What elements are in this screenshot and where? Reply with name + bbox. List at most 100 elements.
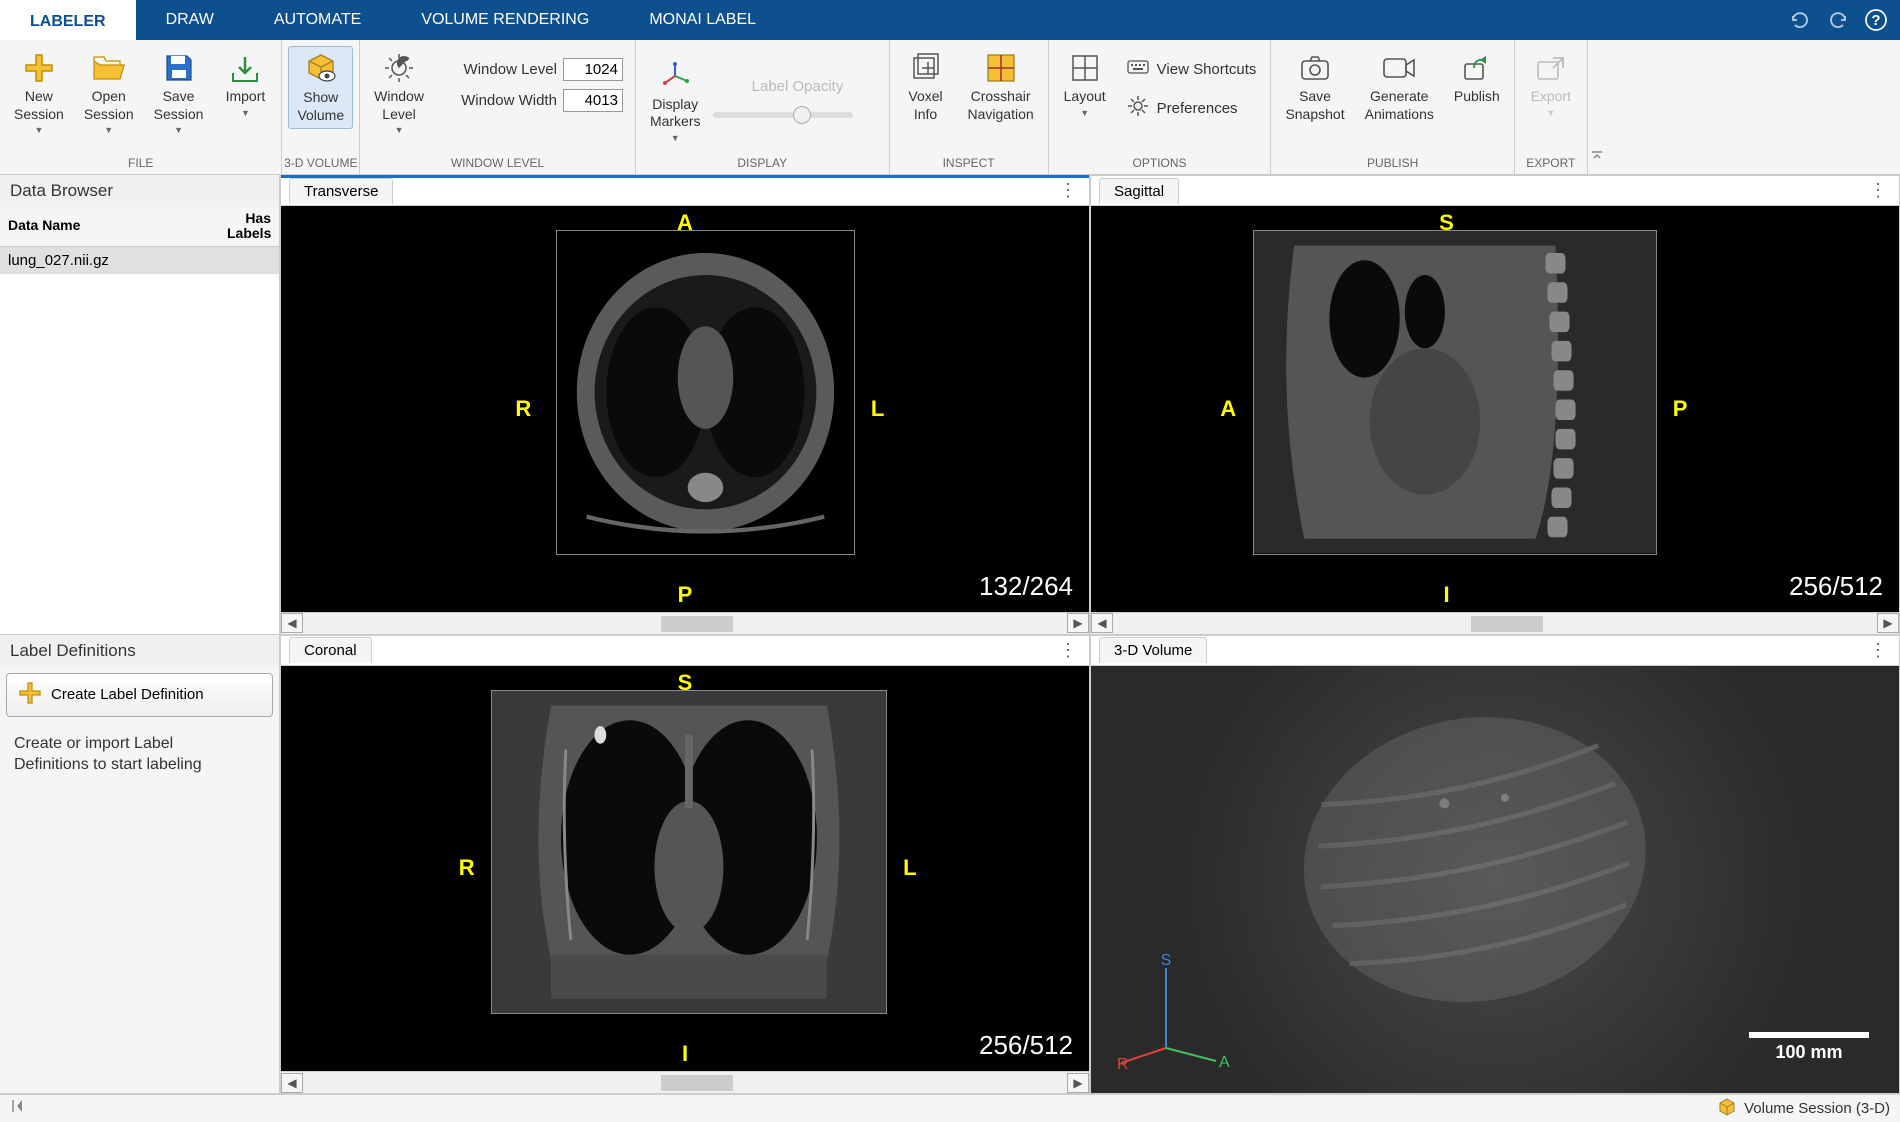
ribbon-group-label: DISPLAY [636, 154, 889, 174]
svg-text:?: ? [1871, 12, 1880, 29]
ribbon-group-label: FILE [0, 154, 281, 174]
ribbon-group-inspect: Voxel Info Crosshair Navigation INSPECT [890, 40, 1049, 174]
col-data-name: Data Name [0, 207, 219, 246]
viewer-tab-3d-volume[interactable]: 3-D Volume [1099, 637, 1207, 663]
help-icon[interactable]: ? [1862, 6, 1890, 34]
ribbon-group-label: WINDOW LEVEL [360, 154, 635, 174]
scroll-right-button[interactable]: ▶ [1877, 613, 1899, 633]
chevron-down-icon: ▼ [1546, 108, 1555, 118]
layout-icon [1070, 50, 1100, 86]
cube-icon [1718, 1098, 1736, 1120]
publish-button[interactable]: Publish [1446, 46, 1508, 110]
save-session-button[interactable]: Save Session ▼ [146, 46, 212, 139]
scroll-right-button[interactable]: ▶ [1067, 613, 1089, 633]
crosshair-icon [985, 50, 1017, 86]
tab-volume-rendering[interactable]: VOLUME RENDERING [391, 0, 619, 40]
viewer-body-coronal[interactable]: S I R L 256/512 [281, 666, 1089, 1072]
viewer-body-3d[interactable]: S R A 100 mm [1091, 666, 1899, 1094]
tab-automate[interactable]: AUTOMATE [244, 0, 391, 40]
orient-right: L [903, 855, 916, 881]
layout-button[interactable]: Layout ▼ [1055, 46, 1115, 122]
preferences-button[interactable]: Preferences [1119, 91, 1265, 126]
import-icon [229, 50, 261, 86]
voxel-info-button[interactable]: Voxel Info [896, 46, 956, 127]
status-left-icon[interactable] [10, 1098, 26, 1119]
open-session-button[interactable]: Open Session ▼ [76, 46, 142, 139]
ribbon-group-3d-volume: Show Volume 3-D VOLUME [282, 40, 360, 174]
slider-thumb[interactable] [793, 106, 811, 124]
viewer-tab-transverse[interactable]: Transverse [289, 178, 393, 204]
orient-right: P [1673, 396, 1688, 422]
export-icon [1535, 50, 1567, 86]
display-markers-button[interactable]: Display Markers ▼ [642, 54, 709, 147]
scroll-left-button[interactable]: ◀ [281, 1073, 303, 1093]
ribbon-group-file: New Session ▼ Open Session ▼ Save Sessio… [0, 40, 282, 174]
ribbon-group-publish: Save Snapshot Generate Animations Publis… [1271, 40, 1514, 174]
ribbon-group-options: Layout ▼ View Shortcuts Preferences OPTI… [1049, 40, 1272, 174]
viewer-accent [1091, 175, 1899, 178]
scroll-thumb[interactable] [1471, 616, 1543, 632]
tab-draw[interactable]: DRAW [136, 0, 244, 40]
viewer-body-sagittal[interactable]: S I A P 256/512 [1091, 206, 1899, 612]
window-width-input[interactable] [563, 89, 623, 112]
ct-frame [556, 230, 855, 554]
orient-left: A [1220, 396, 1236, 422]
import-button[interactable]: Import ▼ [215, 46, 275, 122]
ribbon-group-display: Display Markers ▼ Label Opacity DISPLAY [636, 40, 890, 174]
slice-scrollbar[interactable]: ◀ ▶ [281, 612, 1089, 634]
tab-labeler[interactable]: LABELER [0, 0, 136, 40]
scroll-thumb[interactable] [661, 616, 733, 632]
viewer-transverse: Transverse ⋮ A P R [280, 175, 1090, 635]
chevron-down-icon: ▼ [34, 125, 43, 135]
window-level-button[interactable]: Window Level ▼ [366, 46, 432, 139]
slice-scrollbar[interactable]: ◀ ▶ [1091, 612, 1899, 634]
viewer-tab-sagittal[interactable]: Sagittal [1099, 178, 1179, 204]
viewer-menu-icon[interactable]: ⋮ [1857, 180, 1899, 201]
undo-icon[interactable] [1786, 6, 1814, 34]
ct-frame [1253, 230, 1657, 554]
ribbon-collapse-button[interactable] [1588, 147, 1606, 170]
camera-icon [1299, 50, 1331, 86]
ribbon-group-label: 3-D VOLUME [282, 154, 359, 174]
scroll-left-button[interactable]: ◀ [281, 613, 303, 633]
crosshair-navigation-button[interactable]: Crosshair Navigation [960, 46, 1042, 127]
show-volume-button[interactable]: Show Volume [288, 46, 353, 129]
scroll-left-button[interactable]: ◀ [1091, 613, 1113, 633]
viewer-tab-coronal[interactable]: Coronal [289, 637, 372, 663]
save-snapshot-button[interactable]: Save Snapshot [1277, 46, 1352, 127]
viewer-menu-icon[interactable]: ⋮ [1857, 640, 1899, 661]
label-opacity-slider[interactable] [713, 112, 853, 118]
scroll-thumb[interactable] [661, 1075, 733, 1091]
viewer-accent [281, 175, 1089, 178]
data-list-empty [0, 274, 279, 634]
export-button[interactable]: Export ▼ [1521, 46, 1581, 122]
new-session-button[interactable]: New Session ▼ [6, 46, 72, 139]
ribbon-group-label: PUBLISH [1271, 154, 1513, 174]
video-icon [1382, 50, 1416, 86]
slice-counter: 256/512 [1789, 571, 1883, 602]
chevron-down-icon: ▼ [241, 108, 250, 118]
viewer-body-transverse[interactable]: A P R L 132/264 [281, 206, 1089, 612]
tab-monai-label[interactable]: MONAI LABEL [619, 0, 786, 40]
data-row[interactable]: lung_027.nii.gz [0, 247, 279, 274]
create-label-definition-button[interactable]: Create Label Definition [6, 673, 273, 717]
orient-top: S [678, 670, 693, 696]
viewer-3d-volume: 3-D Volume ⋮ [1090, 635, 1900, 1095]
window-level-label: Window Level [442, 61, 557, 78]
slice-scrollbar[interactable]: ◀ ▶ [281, 1071, 1089, 1093]
view-shortcuts-button[interactable]: View Shortcuts [1119, 54, 1265, 85]
data-browser-title: Data Browser [0, 175, 279, 207]
voxel-info-icon [910, 50, 942, 86]
viewer-menu-icon[interactable]: ⋮ [1047, 640, 1089, 661]
generate-animations-button[interactable]: Generate Animations [1357, 46, 1442, 127]
axis-y-label: S [1161, 953, 1172, 969]
orient-bottom: P [678, 582, 693, 608]
ribbon-group-export: Export ▼ EXPORT [1515, 40, 1588, 174]
data-table-header: Data Name Has Labels [0, 207, 279, 247]
viewer-menu-icon[interactable]: ⋮ [1047, 180, 1089, 201]
slice-counter: 256/512 [979, 1030, 1073, 1061]
redo-icon[interactable] [1824, 6, 1852, 34]
scroll-right-button[interactable]: ▶ [1067, 1073, 1089, 1093]
window-level-input[interactable] [563, 58, 623, 81]
chevron-down-icon: ▼ [104, 125, 113, 135]
